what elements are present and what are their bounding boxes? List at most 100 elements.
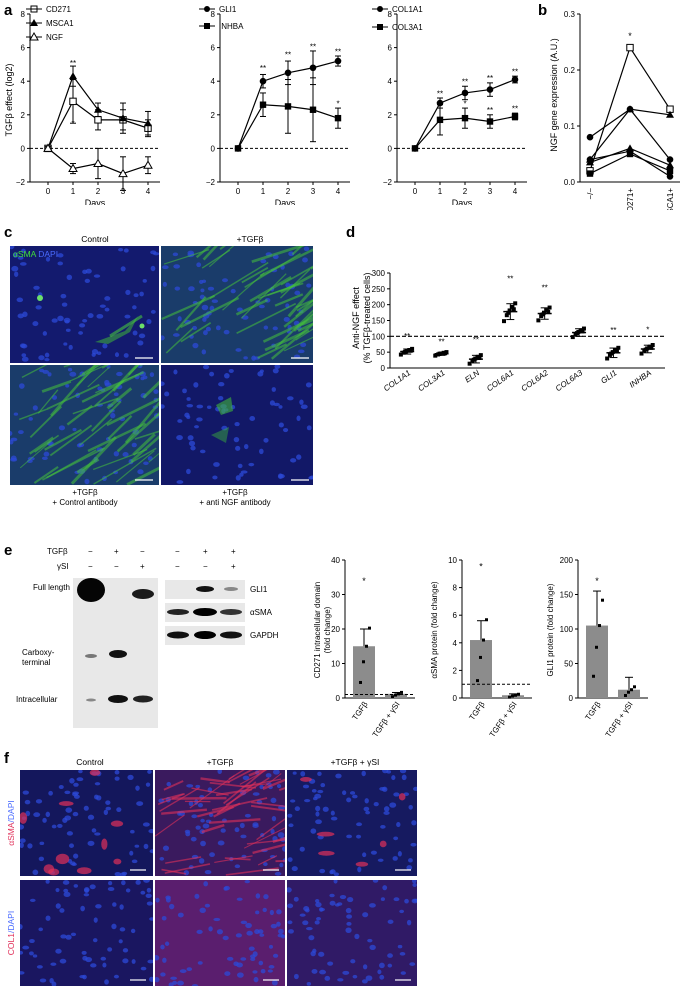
e-blot-gli1: GLI1	[250, 585, 268, 594]
nucleus	[383, 806, 390, 812]
nucleus	[20, 838, 26, 843]
nucleus	[346, 914, 353, 919]
nucleus	[304, 798, 311, 803]
e-bar2-ylabel: αSMA protein (fold change)	[430, 581, 439, 678]
data-point	[461, 114, 469, 122]
nucleus	[230, 288, 236, 294]
actin-fiber	[95, 372, 141, 394]
nucleus	[135, 880, 141, 885]
nucleus	[186, 404, 194, 408]
nucleus	[197, 961, 203, 965]
nucleus	[345, 927, 352, 934]
nucleus	[268, 965, 275, 969]
nucleus	[350, 959, 356, 964]
y-tick-label: 8	[453, 584, 458, 593]
nucleus	[191, 984, 199, 986]
nucleus	[270, 797, 277, 804]
data-point	[666, 167, 674, 174]
nucleus	[263, 325, 269, 330]
nucleus	[306, 927, 313, 931]
legend-gli1: GLI1	[219, 5, 237, 14]
c-legend-asma: αSMA	[13, 249, 36, 259]
x-tick-label: TGFβ	[350, 700, 369, 722]
nucleus	[217, 840, 225, 846]
nucleus	[114, 872, 121, 876]
y-tick-label: 6	[21, 44, 26, 53]
micrograph-c-anti-ngf	[161, 365, 313, 485]
nucleus	[274, 871, 282, 876]
nucleus	[22, 790, 29, 795]
y-tick-label: 2	[453, 666, 458, 675]
y-tick-label: 150	[372, 317, 386, 326]
asma-fiber	[250, 804, 285, 812]
nucleus	[244, 813, 251, 818]
nucleus	[131, 959, 136, 964]
nucleus	[233, 436, 240, 443]
nucleus	[391, 775, 396, 781]
actin-fiber	[19, 440, 52, 469]
nucleus	[140, 966, 147, 971]
nucleus	[107, 947, 113, 952]
nucleus	[292, 771, 297, 775]
actin-fiber	[69, 365, 108, 382]
data-point	[601, 598, 604, 602]
nucleus	[66, 831, 74, 836]
nucleus	[406, 919, 412, 926]
x-tick-label: 3	[311, 187, 316, 196]
e-band-intra: Intracellular	[16, 695, 58, 704]
nucleus	[329, 900, 336, 906]
data-point	[586, 133, 594, 141]
x-tick-label: 1	[438, 187, 443, 196]
nucleus	[20, 950, 24, 955]
nucleus	[346, 834, 352, 839]
actin-fiber	[291, 246, 304, 256]
nucleus	[201, 349, 207, 355]
nucleus	[113, 974, 119, 979]
nucleus	[329, 893, 335, 898]
nucleus	[296, 415, 301, 422]
nucleus	[200, 288, 205, 293]
actin-fiber	[116, 412, 159, 453]
nucleus	[161, 915, 167, 921]
data-point	[614, 349, 619, 354]
actin-fiber	[142, 380, 159, 399]
y-tick-label: 20	[331, 625, 340, 634]
bar	[618, 689, 640, 698]
chart-b: 0.0 0.1 0.2 0.3 −/− −/CD271+ MSCA1+ *	[564, 10, 680, 210]
actin-fiber	[241, 266, 269, 284]
nucleus	[51, 318, 58, 323]
nucleus	[69, 371, 77, 377]
actin-fiber	[19, 408, 48, 421]
data-point	[502, 319, 507, 324]
micro-f6-svg	[287, 880, 417, 986]
y-tick-label: 0	[211, 144, 216, 153]
micrograph-f-control-col1	[20, 880, 153, 986]
e-bar3-ylabel: GLI1 protein (fold change)	[546, 583, 555, 676]
f-col-control: Control	[76, 757, 104, 767]
actin-fiber	[112, 365, 140, 392]
data-point	[626, 105, 634, 113]
panel-d-chart: 0 50 100 150 200 250 300 ** COL1A1 ** COL3A1 ** ELN *…	[351, 269, 665, 393]
e-sign-g6: +	[231, 562, 236, 571]
y-tick-label: 6	[388, 44, 393, 53]
nucleus	[278, 928, 284, 935]
nucleus	[129, 850, 134, 856]
c-cap-bl2: + Control antibody	[52, 498, 118, 507]
nucleus	[92, 938, 98, 943]
bar	[470, 640, 492, 698]
nucleus	[236, 972, 244, 978]
data-point	[94, 116, 102, 124]
nucleus	[240, 957, 247, 961]
e-sign-t3: −	[140, 547, 145, 556]
nucleus	[364, 798, 369, 804]
nucleus	[10, 437, 18, 442]
nucleus	[287, 396, 294, 401]
nucleus	[401, 774, 407, 781]
nucleus	[380, 824, 386, 829]
actin-fiber	[296, 299, 313, 312]
nucleus	[200, 840, 206, 847]
nucleus	[78, 770, 83, 774]
chart-e3: 0 50 100 150 200 TGFβ TGFβ + γSI *	[560, 556, 648, 739]
d-ylabel-1: Anti-NGF effect	[351, 287, 361, 349]
nucleus	[361, 979, 368, 984]
